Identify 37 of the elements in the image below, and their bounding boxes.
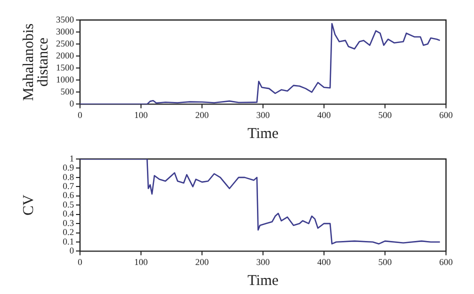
y-tick-label: 0.5 xyxy=(62,199,74,210)
y-tick-label: 2000 xyxy=(56,50,74,60)
x-tick-label: 600 xyxy=(439,256,454,267)
y-tick-label: 2500 xyxy=(56,38,74,48)
x-tick-label: 300 xyxy=(256,256,270,267)
y-tick-label: 0 xyxy=(70,246,74,256)
y-tick-label: 0.3 xyxy=(62,218,74,228)
x-tick-label: 300 xyxy=(256,110,270,120)
y-tick-label: 0.2 xyxy=(62,227,74,238)
y-tick-label: 1500 xyxy=(56,62,74,72)
x-tick-label: 400 xyxy=(317,110,332,120)
x-tick-label: 500 xyxy=(378,110,392,120)
x-axis-title: Time xyxy=(247,126,279,142)
x-tick-label: 600 xyxy=(439,110,454,120)
y-tick-label: 0.6 xyxy=(62,190,74,200)
y-tick-label: 0.8 xyxy=(62,172,74,182)
x-tick-label: 200 xyxy=(195,110,210,120)
x-tick-label: 500 xyxy=(378,256,392,267)
y-tick-label: 1000 xyxy=(56,74,74,84)
y-tick-label: 0.1 xyxy=(62,236,74,246)
y-tick-label: 0.4 xyxy=(62,208,74,219)
x-axis-title: Time xyxy=(247,272,279,289)
y-tick-label: 3500 xyxy=(56,14,74,24)
y-tick-label: 0.9 xyxy=(62,162,74,173)
y-axis-title: CV xyxy=(21,194,38,216)
y-tick-label: 3000 xyxy=(56,26,74,36)
y-tick-label: 500 xyxy=(60,86,74,97)
x-tick-label: 400 xyxy=(317,256,332,267)
x-tick-label: 200 xyxy=(195,256,210,267)
y-tick-label: 0 xyxy=(70,98,74,109)
x-tick-label: 0 xyxy=(78,256,83,267)
y-axis-title: Mahalanobis distance xyxy=(21,23,52,101)
x-tick-label: 100 xyxy=(134,256,148,267)
y-tick-label: 0.7 xyxy=(62,181,74,192)
x-tick-label: 100 xyxy=(134,110,148,120)
x-tick-label: 0 xyxy=(78,110,83,120)
y-tick-label: 1 xyxy=(70,153,74,164)
